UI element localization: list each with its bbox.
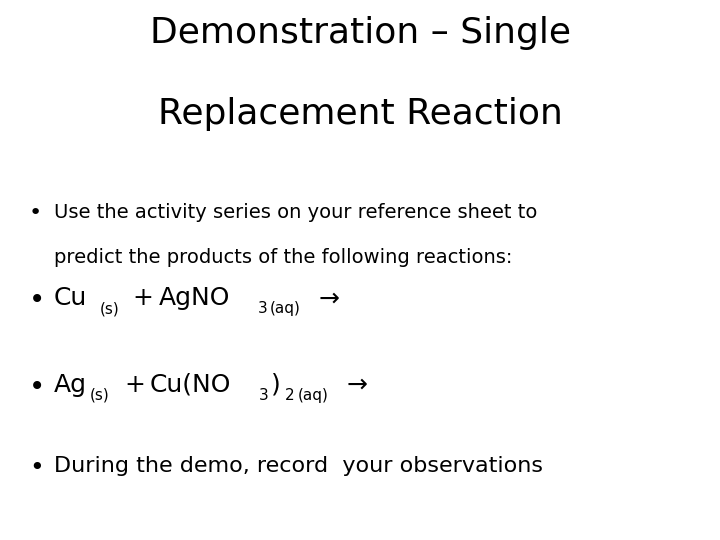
Text: •: • [29,456,43,480]
Text: ): ) [271,373,282,396]
Text: (aq): (aq) [270,301,301,316]
Text: (aq): (aq) [297,388,328,403]
Text: •: • [29,286,45,314]
Text: Replacement Reaction: Replacement Reaction [158,97,562,131]
Text: Cu: Cu [54,286,87,310]
Text: Demonstration – Single: Demonstration – Single [150,16,570,50]
Text: 3: 3 [259,388,269,403]
Text: predict the products of the following reactions:: predict the products of the following re… [54,248,513,267]
Text: Ag: Ag [54,373,87,396]
Text: +: + [133,286,162,310]
Text: 3: 3 [258,301,268,316]
Text: (s): (s) [90,388,109,403]
Text: +: + [125,373,153,396]
Text: Cu(NO: Cu(NO [150,373,231,396]
Text: •: • [29,373,45,401]
Text: •: • [29,202,42,222]
Text: →: → [318,286,339,310]
Text: During the demo, record  your observations: During the demo, record your observation… [54,456,543,476]
Text: Use the activity series on your reference sheet to: Use the activity series on your referenc… [54,202,537,221]
Text: (s): (s) [99,301,119,316]
Text: AgNO: AgNO [158,286,230,310]
Text: →: → [347,373,368,396]
Text: 2: 2 [284,388,294,403]
